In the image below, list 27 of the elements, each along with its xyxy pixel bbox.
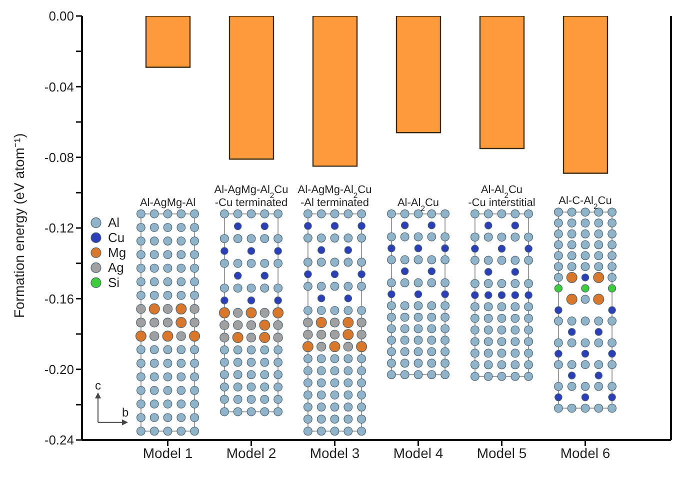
annotation: Cu — [108, 230, 125, 246]
y-axis-title: Formation energy (eV atom⁻¹) — [10, 133, 27, 318]
x-tick-label: Model 2 — [226, 444, 276, 461]
annotation: Al-C-Al$_{2}$Cu — [558, 195, 612, 211]
annotation: c — [95, 378, 101, 392]
annotation: Ag — [108, 260, 124, 276]
y-tick-label: -0.24 — [44, 432, 74, 448]
x-tick-label: Model 3 — [310, 444, 360, 461]
y-tick-label: -0.12 — [44, 220, 74, 236]
x-tick-label: Model 5 — [476, 444, 527, 461]
annotation: Al-Al$_{2}$Cu -Cu interstitial — [468, 184, 536, 209]
annotation: Al-Al$_{2}$Cu — [397, 196, 440, 212]
annotation: Al-AgMg-Al$_{2}$Cu -Cu terminated — [214, 184, 288, 209]
x-tick-label: Model 1 — [142, 444, 193, 461]
annotation: Mg — [108, 245, 126, 260]
y-tick-label: 0.00 — [48, 8, 74, 24]
annotation: Al-AgMg-Al — [140, 196, 196, 209]
annotation: Al-AgMg-Al$_{2}$Cu -Al terminated — [298, 184, 372, 209]
y-tick-label: -0.20 — [44, 362, 74, 377]
y-tick-label: -0.04 — [44, 79, 74, 94]
x-tick-label: Model 4 — [393, 444, 444, 461]
annotation: Al — [108, 215, 120, 230]
annotation: Si — [108, 275, 120, 290]
annotation: b — [122, 405, 129, 420]
y-tick-label: -0.08 — [44, 150, 74, 165]
x-tick-label: Model 6 — [560, 444, 610, 461]
y-tick-label: -0.16 — [44, 291, 74, 306]
